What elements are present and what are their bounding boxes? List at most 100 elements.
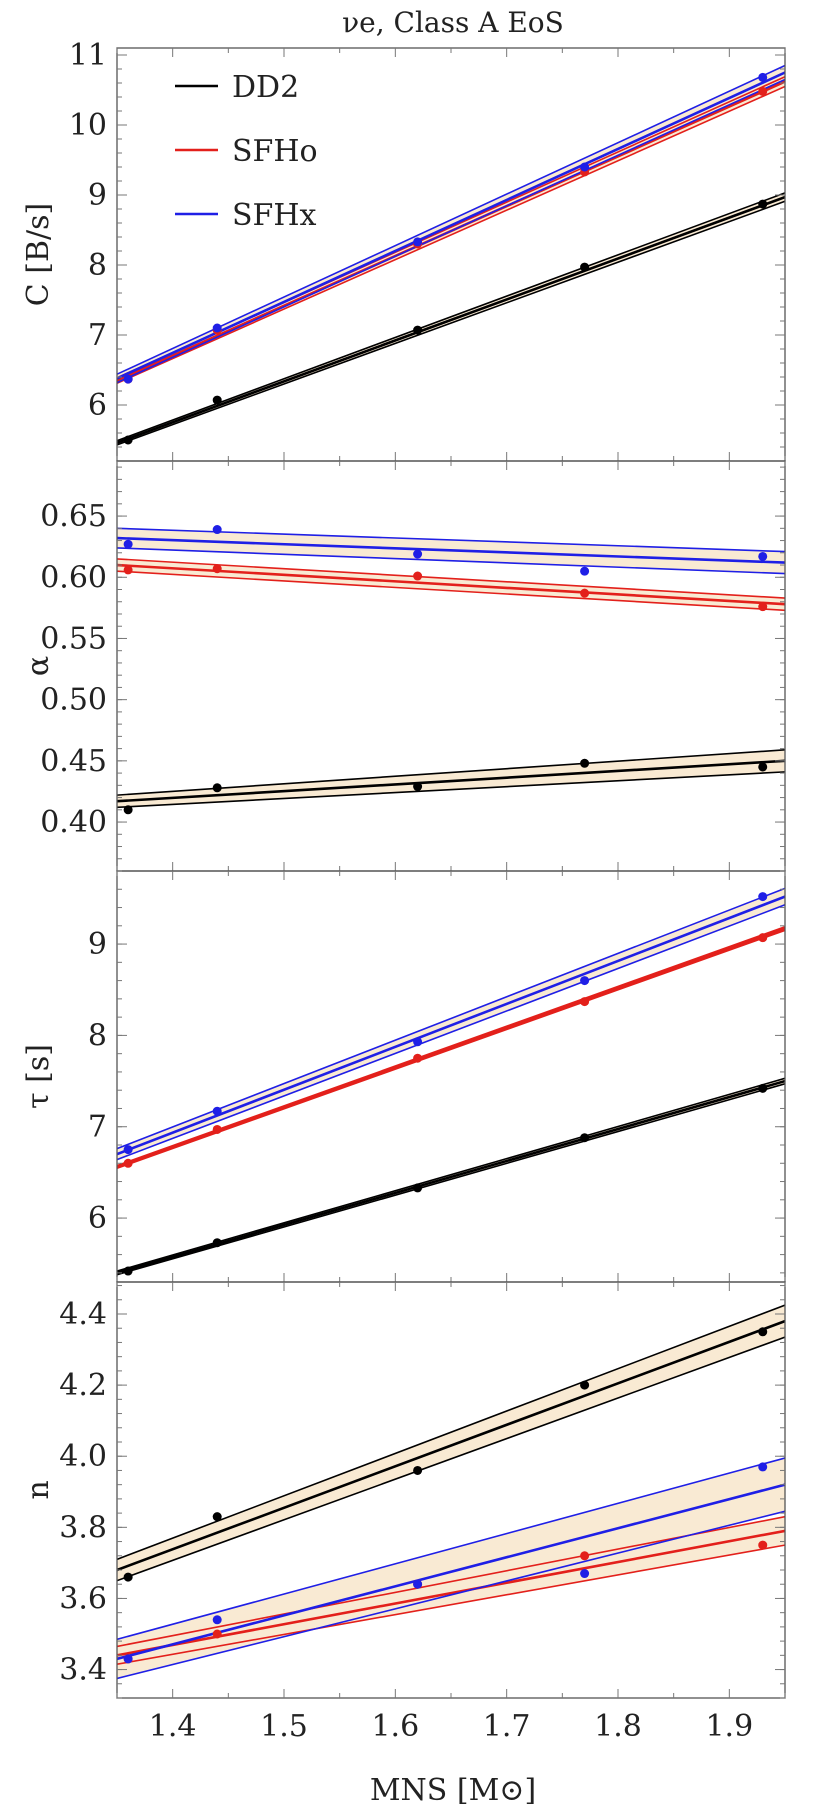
fit-line-sfho [117, 563, 785, 606]
point-sfho [758, 933, 768, 943]
band-upper-sfhx [117, 527, 785, 553]
point-sfhx [413, 237, 423, 247]
y-tick-label: 3.6 [59, 1581, 107, 1616]
y-tick-label: 9 [88, 178, 107, 213]
y-tick-label: 3.8 [59, 1510, 107, 1545]
point-dd2 [123, 1266, 133, 1276]
point-sfhx [580, 566, 590, 576]
point-sfhx [123, 1145, 133, 1155]
point-sfho [123, 565, 133, 575]
band-upper-sfhx [117, 887, 785, 1150]
point-sfho [123, 1158, 133, 1168]
point-sfho [580, 1551, 590, 1561]
point-sfhx [580, 162, 590, 172]
fit-line-sfhx [117, 536, 785, 564]
point-dd2 [123, 1572, 133, 1582]
point-sfhx [123, 1654, 133, 1664]
point-sfho [758, 602, 768, 612]
x-tick-label: 1.8 [594, 1709, 642, 1744]
panel-3: 6 7 8 9 τ [s] [21, 870, 786, 1283]
point-dd2 [123, 435, 133, 445]
y-tick-label: 6 [88, 1201, 107, 1236]
plot-frame [116, 460, 786, 872]
point-sfhx [212, 525, 222, 535]
band-upper-dd2 [117, 1304, 785, 1561]
y-tick-label: 0.60 [40, 560, 107, 595]
band-lower-sfho [117, 85, 785, 385]
point-sfho [212, 1124, 222, 1134]
point-sfho [413, 1053, 423, 1063]
band-lower-dd2 [117, 771, 785, 809]
band-upper-sfho [117, 925, 785, 1167]
point-dd2 [212, 783, 222, 793]
y-tick-label: 3.4 [59, 1653, 107, 1688]
y-tick-label: 7 [88, 318, 107, 353]
y-tick-label: 0.45 [40, 744, 107, 779]
fit-line-sfhx [117, 71, 785, 380]
point-sfhx [413, 1037, 423, 1047]
fit-line-sfhx [117, 895, 785, 1156]
band-upper-dd2 [117, 192, 785, 442]
legend-label-sfho: SFHo [232, 134, 318, 169]
point-sfhx [123, 539, 133, 549]
band-upper-dd2 [117, 749, 785, 796]
legend-label-sfhx: SFHx [232, 198, 317, 233]
y-tick-label: 8 [88, 248, 107, 283]
band-lower-sfhx [117, 78, 785, 384]
panel-1: 6 7 8 9 10 11 C [B/s] [21, 38, 786, 462]
point-sfho [758, 86, 768, 96]
fit-line-dd2 [117, 1319, 785, 1572]
y-axis-label-4: n [21, 1480, 56, 1499]
y-tick-label: 7 [88, 1110, 107, 1145]
band-lower-sfho [117, 1544, 785, 1666]
fit-line-dd2 [117, 195, 785, 445]
point-dd2 [758, 199, 768, 209]
fit-line-sfho [117, 927, 785, 1169]
y-tick-label: 0.55 [40, 621, 107, 656]
point-dd2 [580, 1133, 590, 1143]
x-tick-label: 1.9 [705, 1709, 753, 1744]
y-axis-label-3: τ [s] [21, 1044, 56, 1109]
point-sfho [212, 564, 222, 574]
point-sfhx [413, 1579, 423, 1589]
band-lower-sfhx [117, 904, 785, 1161]
y-tick-label: 10 [69, 108, 107, 143]
point-sfho [580, 997, 590, 1007]
point-sfhx [758, 72, 768, 82]
fit-line-sfhx [117, 1483, 785, 1661]
x-tick-label: 1.4 [149, 1709, 197, 1744]
y-tick-label: 4.4 [59, 1297, 107, 1332]
panel-2: 0.40 0.45 0.50 0.55 0.60 0.65 α [21, 460, 786, 872]
band-lower-sfho [117, 929, 785, 1170]
band-lower-sfhx [117, 547, 785, 575]
point-sfho [580, 588, 590, 598]
band-lower-sfhx [117, 1510, 785, 1680]
point-dd2 [212, 1238, 222, 1248]
fit-line-dd2 [117, 1079, 785, 1275]
fit-line-sfho [117, 1529, 785, 1657]
confidence-band-dd2 [117, 1305, 785, 1581]
band-lower-dd2 [117, 200, 785, 446]
y-tick-label: 0.65 [40, 499, 107, 534]
confidence-band-sfhx [117, 1458, 785, 1679]
y-axis-label-1: C [B/s] [21, 203, 56, 306]
point-dd2 [580, 1380, 590, 1390]
point-dd2 [413, 782, 423, 792]
point-sfhx [212, 1106, 222, 1116]
point-dd2 [580, 262, 590, 272]
point-dd2 [758, 762, 768, 772]
point-dd2 [758, 1327, 768, 1337]
confidence-band-dd2 [117, 749, 785, 808]
band-lower-dd2 [117, 1336, 785, 1582]
point-sfho [212, 1629, 222, 1639]
x-tick-label: 1.7 [483, 1709, 531, 1744]
x-tick-label: 1.6 [371, 1709, 419, 1744]
point-sfhx [758, 892, 768, 902]
point-sfhx [212, 323, 222, 333]
legend: DD2 SFHo SFHx [175, 70, 318, 233]
point-dd2 [413, 1465, 423, 1475]
point-sfhx [580, 976, 590, 986]
point-sfhx [123, 374, 133, 384]
legend-label-dd2: DD2 [232, 70, 299, 105]
panel-4: 3.4 3.6 3.8 4.0 4.2 4.4 1.4 1.5 1.6 1.7 1.8 1.9 n [21, 1281, 786, 1744]
